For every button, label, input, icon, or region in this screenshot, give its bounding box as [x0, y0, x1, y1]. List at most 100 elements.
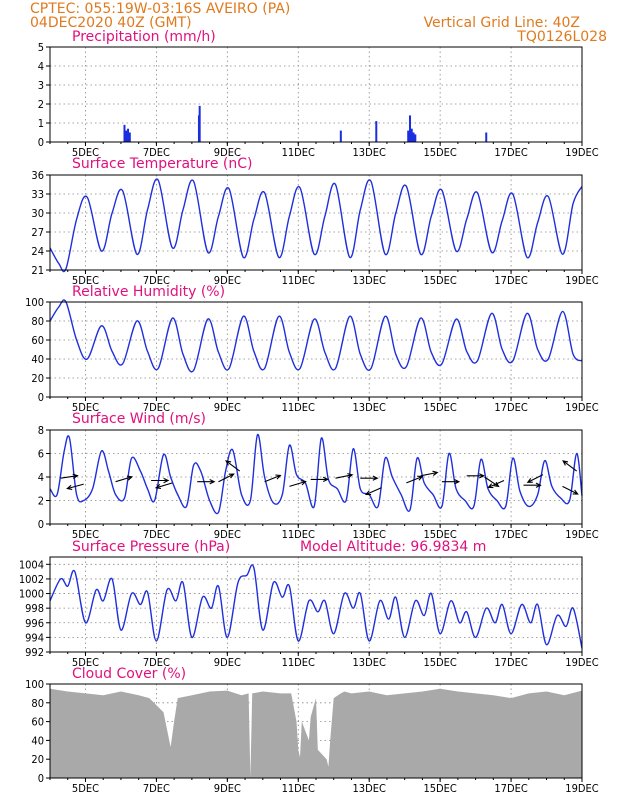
y-tick-label: 0 — [38, 391, 44, 404]
cloud-frame — [49, 683, 583, 779]
cloud-plot: 0 20 40 60 80 100 5DEC 7DEC 9DEC 11DEC 13DEC 15DEC 1… — [25, 678, 599, 795]
model-altitude: Model Altitude: 96.9834 m — [300, 539, 486, 555]
x-tick-label: 15DEC — [423, 528, 456, 541]
x-tick-label: 13DEC — [353, 401, 386, 414]
precipitation-frame — [49, 46, 583, 143]
x-tick-label: 11DEC — [282, 656, 315, 669]
station-header: CPTEC: 055:19W-03:16S AVEIRO (PA) — [30, 1, 290, 17]
x-tick-label: 7DEC — [143, 274, 170, 287]
x-tick-label: 17DEC — [494, 656, 527, 669]
x-tick-label: 7DEC — [143, 146, 170, 159]
x-tick-label: 7DEC — [143, 656, 170, 669]
x-tick-label: 5DEC — [72, 656, 99, 669]
humidity-panel: Relative Humidity (%) 0 20 40 60 80 100 5DEC 7D… — [25, 284, 599, 414]
y-tick-label: 0 — [38, 136, 44, 149]
y-tick-label: 30 — [31, 207, 44, 220]
precip-bar — [414, 134, 417, 142]
x-tick-label: 13DEC — [353, 528, 386, 541]
pressure-series-line — [49, 564, 583, 649]
precip-bar — [125, 130, 128, 142]
wind-plot: 0 2 4 6 8 5DEC 7DEC 9DEC 11DEC 13DEC 15DEC 17DEC 19D… — [38, 424, 599, 541]
x-tick-label: 11DEC — [282, 146, 315, 159]
temperature-panel: Surface Temperature (nC) 21 24 27 30 33 36 5DE… — [31, 156, 598, 287]
wind-title: Surface Wind (m/s) — [72, 411, 206, 427]
cloud-area — [50, 688, 582, 778]
x-tick-label: 5DEC — [72, 401, 99, 414]
humidity-frame — [49, 301, 583, 398]
y-tick-label: 36 — [31, 169, 44, 182]
y-tick-label: 3 — [38, 79, 44, 92]
y-tick-label: 21 — [31, 264, 44, 277]
y-tick-label: 60 — [31, 334, 44, 347]
precip-bar — [375, 121, 378, 142]
wind-frame — [49, 429, 583, 525]
x-tick-label: 17DEC — [494, 401, 527, 414]
wind-arrow — [197, 479, 216, 485]
y-tick-label: 994 — [25, 631, 44, 644]
wind-arrow — [66, 483, 84, 491]
precip-bar — [410, 128, 413, 142]
wind-arrow — [360, 475, 379, 481]
x-tick-label: 17DEC — [494, 528, 527, 541]
y-tick-label: 992 — [25, 646, 44, 659]
y-tick-label: 2 — [38, 495, 44, 508]
pressure-frame — [49, 556, 583, 653]
y-tick-label: 8 — [38, 424, 44, 437]
temperature-frame — [49, 174, 583, 271]
wind-arrow — [441, 479, 461, 485]
wind-arrow — [335, 473, 354, 479]
x-tick-label: 13DEC — [353, 656, 386, 669]
temperature-series-line — [49, 178, 583, 273]
x-tick-label: 11DEC — [282, 528, 315, 541]
wind-arrow — [289, 480, 307, 487]
precip-bar — [198, 105, 201, 142]
y-tick-label: 2 — [38, 98, 44, 111]
x-tick-label: 15DEC — [423, 146, 456, 159]
temperature-plot: 21 24 27 30 33 36 5DEC 7DEC 9DEC 11DEC 13DEC 15DEC 1… — [31, 169, 598, 287]
x-tick-label: 13DEC — [353, 274, 386, 287]
x-tick-label: 5DEC — [72, 782, 99, 795]
wind-arrow — [406, 475, 424, 484]
wind-series-line — [49, 433, 583, 515]
x-tick-label: 17DEC — [494, 274, 527, 287]
x-tick-label: 9DEC — [214, 528, 241, 541]
x-tick-label: 15DEC — [423, 782, 456, 795]
pressure-title: Surface Pressure (hPa) — [72, 539, 230, 555]
humidity-series-line — [49, 299, 583, 373]
wind-arrow — [225, 460, 241, 472]
precip-bar — [408, 115, 411, 142]
y-tick-label: 80 — [31, 315, 44, 328]
cloud-panel: Cloud Cover (%) 0 20 40 60 80 100 5DEC 7DEC 9DEC… — [25, 666, 599, 795]
x-tick-label: 9DEC — [214, 656, 241, 669]
y-tick-label: 6 — [38, 448, 44, 461]
y-tick-label: 0 — [38, 772, 44, 785]
y-tick-label: 20 — [31, 372, 44, 385]
x-tick-label: 5DEC — [72, 146, 99, 159]
wind-arrow — [523, 482, 542, 488]
x-tick-label: 11DEC — [282, 782, 315, 795]
y-tick-label: 100 — [25, 678, 44, 691]
x-tick-label: 9DEC — [214, 782, 241, 795]
precipitation-panel: Precipitation (mm/h) 0 1 2 3 4 5 5DEC 7DEC 9DEC 1… — [38, 29, 599, 159]
x-tick-label: 17DEC — [494, 146, 527, 159]
cloud-title: Cloud Cover (%) — [72, 666, 186, 682]
temperature-title: Surface Temperature (nC) — [72, 156, 253, 172]
model-id: TQ0126L028 — [516, 29, 607, 45]
run-date: 04DEC2020 40Z (GMT) — [30, 15, 192, 31]
precip-bar — [339, 130, 342, 142]
y-tick-label: 5 — [38, 41, 44, 54]
x-tick-label: 7DEC — [143, 401, 170, 414]
wind-arrow — [364, 487, 382, 496]
precip-bar — [485, 132, 488, 142]
x-tick-label: 7DEC — [143, 528, 170, 541]
wind-arrow — [526, 474, 544, 483]
x-tick-label: 19DEC — [565, 528, 598, 541]
y-tick-label: 80 — [31, 697, 44, 710]
y-tick-label: 1002 — [19, 573, 44, 586]
x-tick-label: 9DEC — [214, 401, 241, 414]
humidity-plot: 0 20 40 60 80 100 5DEC 7DEC 9DEC 11DEC 13DEC 15DEC 1… — [25, 296, 599, 414]
x-tick-label: 19DEC — [565, 274, 598, 287]
wind-arrow — [487, 479, 505, 489]
